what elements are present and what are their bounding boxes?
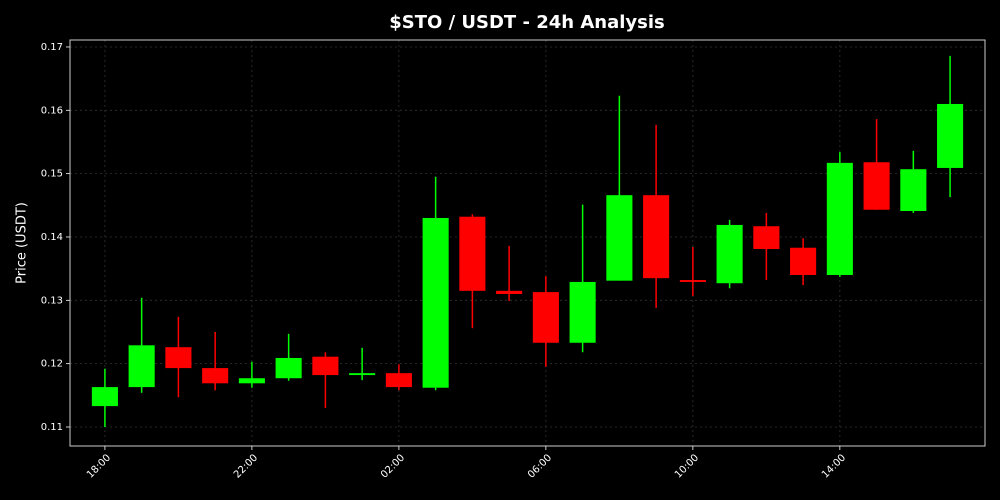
candle-body (643, 195, 670, 279)
candle-body (128, 345, 155, 388)
candle-body (937, 103, 964, 168)
candle-body (238, 378, 265, 384)
candle-body (459, 216, 486, 291)
candle-body (422, 217, 449, 388)
candle-body (312, 356, 339, 376)
y-axis-label: Price (USDT) (15, 202, 30, 284)
candle-body (900, 169, 927, 212)
candle-body (532, 292, 559, 343)
candle-body (753, 226, 780, 250)
candle-body (790, 247, 817, 275)
y-tick-label: 0.15 (41, 169, 63, 180)
candle-body (275, 357, 302, 379)
chart-title: $STO / USDT - 24h Analysis (389, 12, 665, 33)
y-tick-label: 0.17 (41, 42, 63, 53)
candle-body (826, 162, 853, 275)
y-tick-label: 0.12 (41, 359, 63, 370)
candle-body (606, 195, 633, 281)
candle-body (91, 387, 118, 407)
y-tick-label: 0.13 (41, 295, 63, 306)
y-tick-label: 0.14 (41, 232, 63, 243)
candle-body (679, 280, 706, 282)
candle-body (496, 290, 523, 294)
candle-body (863, 162, 890, 210)
y-tick-label: 0.16 (41, 105, 63, 116)
y-tick-label: 0.11 (41, 422, 63, 433)
candle-body (349, 373, 376, 376)
candle-body (385, 373, 412, 388)
candle-body (202, 368, 229, 384)
candle-body (716, 224, 743, 284)
plot-frame (69, 39, 986, 447)
candle-body (165, 347, 192, 369)
candle-body (569, 281, 596, 343)
